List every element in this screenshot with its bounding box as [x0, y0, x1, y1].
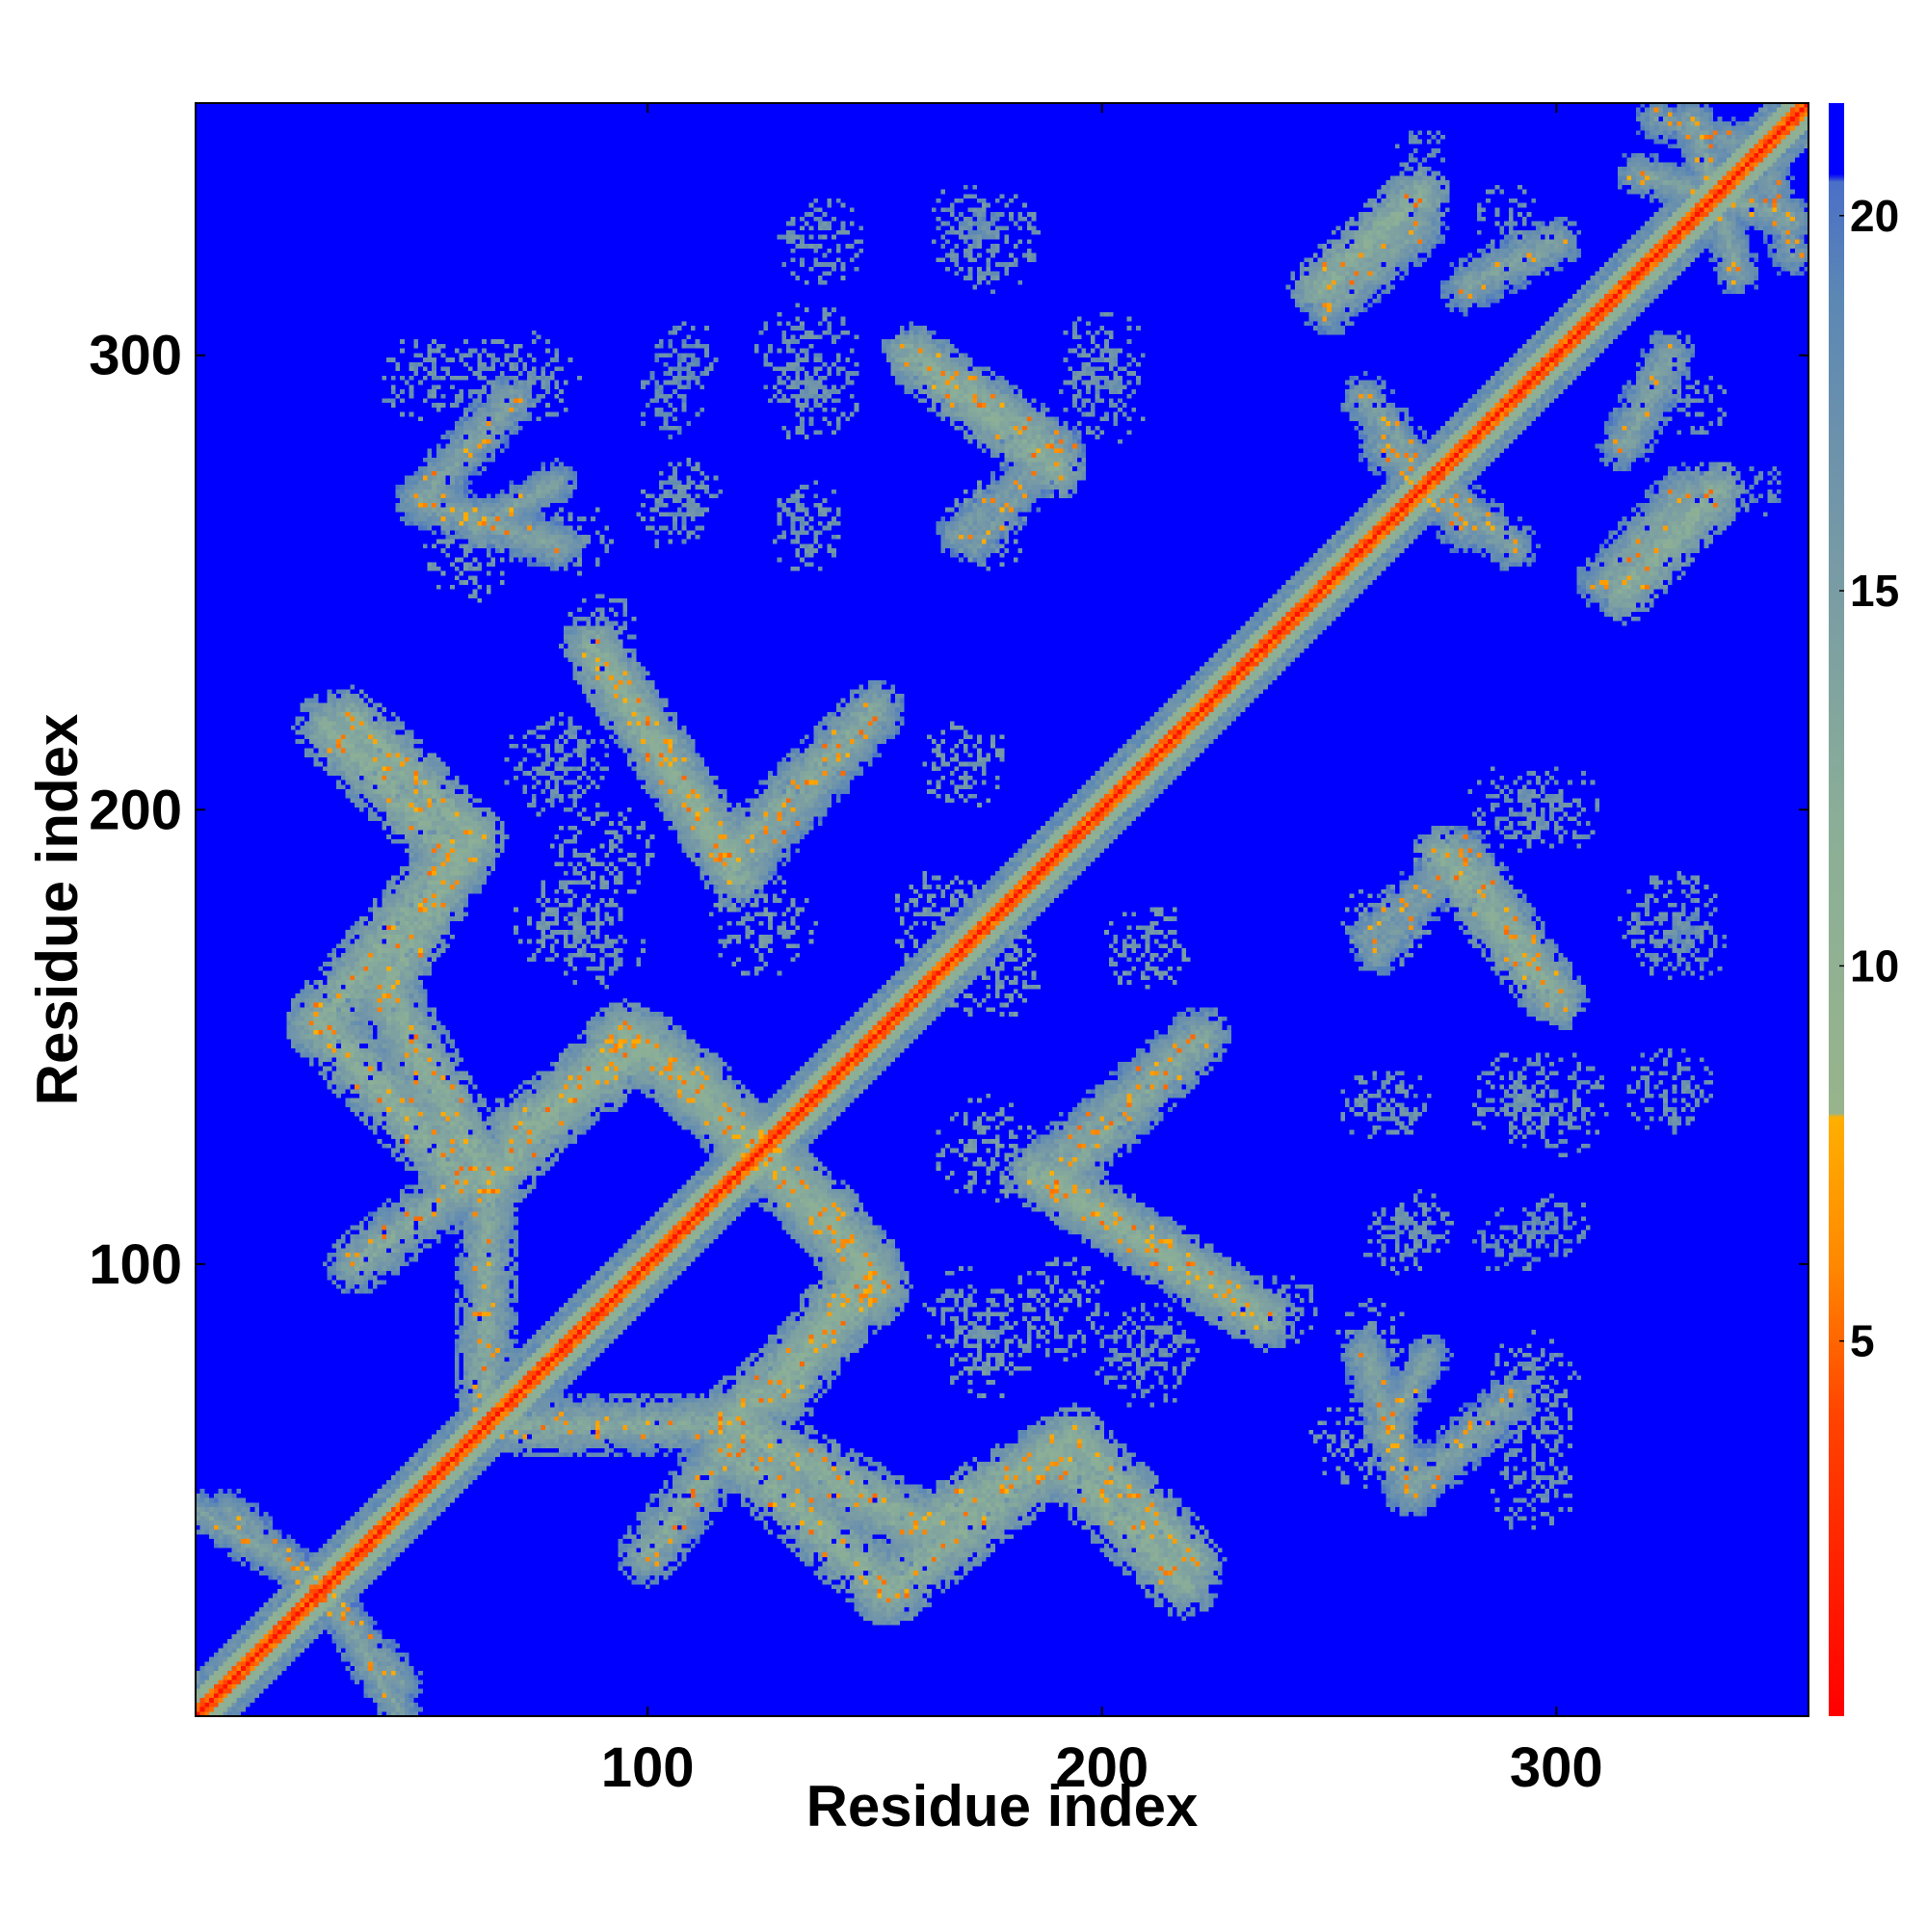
colorbar: 5 10 15 20 — [1829, 103, 1899, 1716]
y-tick-label: 200 — [89, 779, 182, 841]
colorbar-tick-label: 10 — [1850, 940, 1899, 991]
colorbar-tick-label: 15 — [1850, 566, 1899, 616]
y-axis-title: Residue index — [25, 714, 90, 1106]
plot-area — [195, 102, 1809, 1717]
y-tick-label: 100 — [89, 1233, 182, 1296]
x-axis-title: Residue index — [806, 1774, 1199, 1839]
x-tick-label: 200 — [1055, 1736, 1148, 1799]
plot-frame — [195, 102, 1809, 1717]
x-tick-label: 100 — [601, 1736, 695, 1799]
y-tick-label: 300 — [89, 325, 182, 387]
heatmap-cells — [196, 103, 1808, 1716]
colorbar-gradient — [1829, 103, 1844, 1716]
y-axis: 100 200 300 — [89, 325, 1808, 1296]
colorbar-tick-label: 20 — [1850, 191, 1899, 241]
colorbar-ticks: 5 10 15 20 — [1839, 191, 1899, 1366]
x-tick-label: 300 — [1510, 1736, 1603, 1799]
x-axis: 100 200 300 — [601, 103, 1603, 1799]
colorbar-tick-label: 5 — [1850, 1316, 1875, 1366]
